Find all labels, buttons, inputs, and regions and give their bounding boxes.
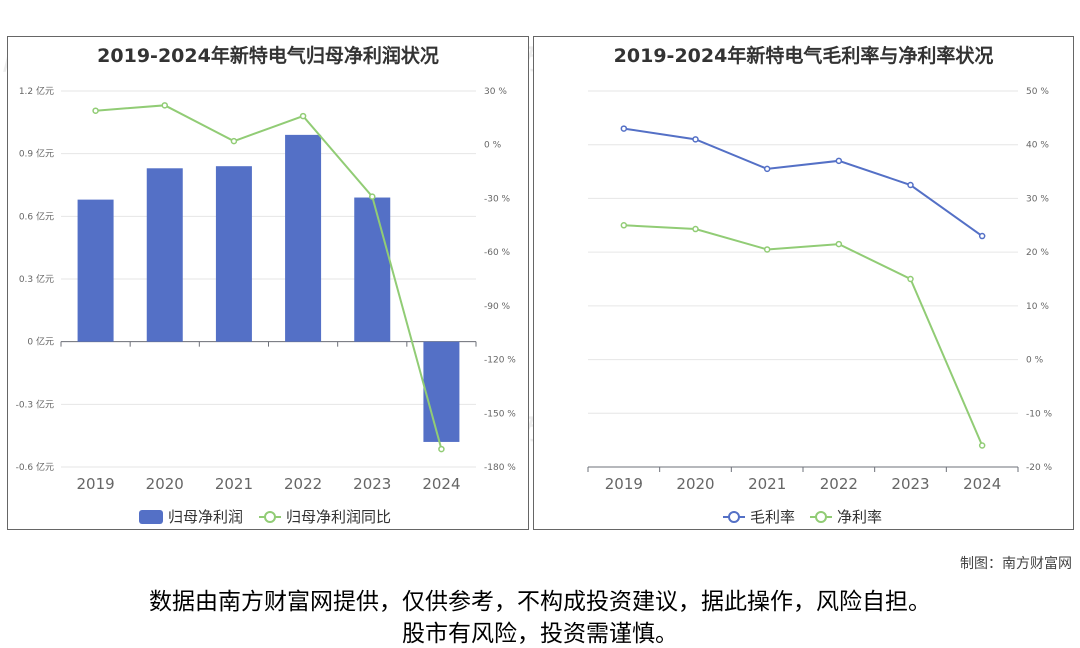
line-point xyxy=(438,445,445,453)
x-tick-label: 2024 xyxy=(422,475,460,493)
legend-label: 归母净利润 xyxy=(168,508,243,526)
y-right-tick-label: 0 % xyxy=(1026,356,1044,366)
chart-panel-net-profit: 2019-2024年新特电气归母净利润状况 1.2 亿元 0.9 亿元 0.6 亿元… xyxy=(7,36,529,530)
bar xyxy=(354,197,391,342)
bar xyxy=(146,168,183,342)
series-line xyxy=(623,127,983,237)
line-point xyxy=(161,102,168,109)
x-tick-label: 2024 xyxy=(963,475,1001,493)
line-point xyxy=(299,112,307,120)
y-right-tick-label: -120 % xyxy=(484,356,516,366)
legend-marker xyxy=(264,511,276,523)
line-point xyxy=(978,442,986,449)
line-point xyxy=(692,136,699,143)
y-left-tick-label: -0.3 亿元 xyxy=(16,398,54,410)
chart-title: 2019-2024年新特电气归母净利润状况 xyxy=(97,45,439,67)
line-point xyxy=(230,137,238,145)
y-right-tick-label: 30 % xyxy=(1026,194,1049,204)
disclaimer-line-1: 数据由南方财富网提供，仅供参考，不构成投资建议，据此操作，风险自担。 xyxy=(149,589,931,615)
line-point xyxy=(978,232,986,240)
y-right-tick-label: -90 % xyxy=(484,302,511,312)
y-left-tick-label: 0 亿元 xyxy=(27,336,54,348)
bar xyxy=(285,134,322,342)
y-left-tick-label: 0.6 亿元 xyxy=(19,210,54,222)
series-line xyxy=(623,224,984,446)
x-tick-label: 2023 xyxy=(891,475,929,493)
x-tick-label: 2023 xyxy=(353,475,391,493)
chart-title: 2019-2024年新特电气毛利率与净利率状况 xyxy=(613,45,994,67)
y-left-tick-label: 0.3 亿元 xyxy=(19,273,54,285)
legend-label: 毛利率 xyxy=(750,508,795,526)
y-right-tick-label: 40 % xyxy=(1026,141,1049,151)
y-left-tick-label: 1.2 亿元 xyxy=(19,85,54,97)
x-tick-label: 2020 xyxy=(676,475,714,493)
legend-label: 净利率 xyxy=(837,508,882,526)
legend-marker xyxy=(728,511,740,523)
legend-label: 归母净利润同比 xyxy=(286,508,391,526)
y-right-tick-label: -10 % xyxy=(1026,409,1053,419)
legend-marker xyxy=(815,511,827,523)
x-tick-label: 2022 xyxy=(284,475,322,493)
y-left-tick-label: -0.6 亿元 xyxy=(16,461,54,473)
margin-chart: 50 % 40 % 30 % 20 % 10 % 0 % -10 % -20 % 2019 202… xyxy=(587,87,1053,526)
series-line xyxy=(95,104,443,450)
x-tick-label: 2019 xyxy=(76,475,114,493)
y-right-tick-label: -60 % xyxy=(484,248,511,258)
x-tick-label: 2019 xyxy=(605,475,643,493)
legend-swatch xyxy=(139,510,163,524)
bar xyxy=(423,341,460,442)
y-right-tick-label: 20 % xyxy=(1026,248,1049,258)
line-point xyxy=(907,275,914,283)
line-point xyxy=(620,125,628,132)
y-left-tick-label: 0.9 亿元 xyxy=(19,148,54,160)
y-right-tick-label: -180 % xyxy=(484,463,516,473)
bar xyxy=(215,166,252,342)
x-tick-label: 2021 xyxy=(748,475,786,493)
line-point xyxy=(92,107,99,114)
line-point xyxy=(369,193,376,200)
x-tick-label: 2020 xyxy=(146,475,184,493)
line-point xyxy=(763,246,771,253)
y-right-tick-label: 30 % xyxy=(484,87,507,97)
y-right-tick-label: -150 % xyxy=(484,409,516,419)
y-right-tick-label: 50 % xyxy=(1026,87,1049,97)
line-point xyxy=(907,181,914,189)
line-point xyxy=(692,225,699,233)
line-point xyxy=(835,240,843,248)
line-point xyxy=(620,222,628,229)
net-profit-chart: 1.2 亿元 0.9 亿元 0.6 亿元 0.3 亿元 0 亿元 -0.3 亿元 -0.6 … xyxy=(16,85,517,526)
x-tick-label: 2022 xyxy=(820,475,858,493)
x-tick-label: 2021 xyxy=(215,475,253,493)
chart-credit: 制图：南方财富网 xyxy=(960,556,1072,572)
y-right-tick-label: -20 % xyxy=(1026,463,1053,473)
disclaimer-line-2: 股市有风险，投资需谨慎。 xyxy=(402,621,678,647)
y-right-tick-label: -30 % xyxy=(484,194,511,204)
chart-panel-margin: 2019-2024年新特电气毛利率与净利率状况 50 % 40 % 30 % 20 %… xyxy=(533,36,1074,530)
line-point xyxy=(763,165,771,173)
bar xyxy=(77,199,114,342)
y-right-tick-label: 10 % xyxy=(1026,302,1049,312)
line-point xyxy=(835,157,843,165)
y-right-tick-label: 0 % xyxy=(484,141,502,151)
